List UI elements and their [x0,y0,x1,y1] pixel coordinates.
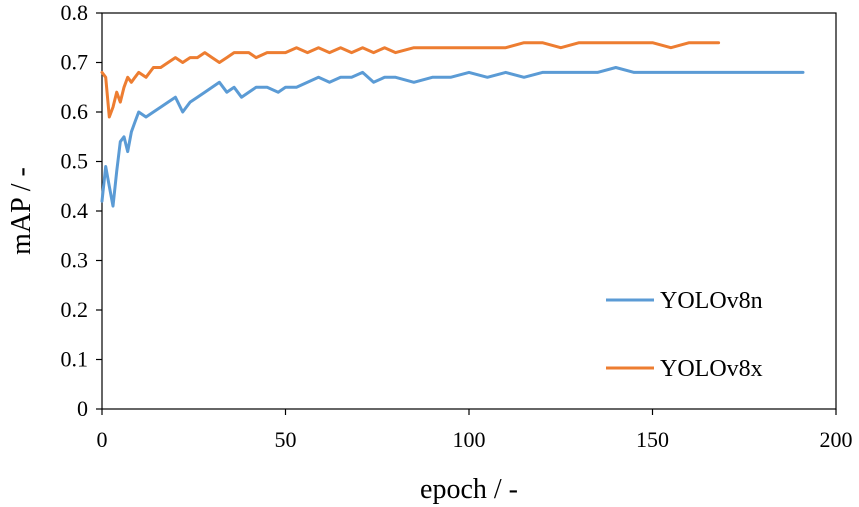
legend: YOLOv8n YOLOv8x [606,288,763,382]
y-tick-label: 0 [77,396,88,421]
x-tick-label: 50 [275,427,297,452]
x-tick-label: 150 [636,427,669,452]
y-tick-label: 0.1 [61,347,89,372]
series-lines [100,41,805,208]
y-tick-label: 0.8 [61,0,89,25]
y-tick-label: 0.6 [61,99,89,124]
x-tick-label: 0 [97,427,108,452]
y-tick-label: 0.2 [61,297,89,322]
series-line-yolov8n [100,66,805,208]
legend-label-yolov8n: YOLOv8n [660,288,763,314]
x-tick-label: 100 [453,427,486,452]
y-tick-label: 0.3 [61,248,89,273]
plot-area [101,12,837,410]
y-tick-label: 0.5 [61,149,89,174]
y-tick-label: 0.7 [61,50,89,75]
y-axis-title: mAP / - [6,167,37,255]
x-axis-title: epoch / - [420,474,518,505]
x-tick-label: 200 [820,427,853,452]
y-axis-ticks: 0 0.1 0.2 0.3 0.4 0.5 0.6 0.7 0.8 [61,0,102,421]
series-line-yolov8x [100,41,721,119]
legend-label-yolov8x: YOLOv8x [660,356,763,382]
x-axis-ticks: 0 50 100 150 200 [97,409,853,452]
y-tick-label: 0.4 [61,198,89,223]
